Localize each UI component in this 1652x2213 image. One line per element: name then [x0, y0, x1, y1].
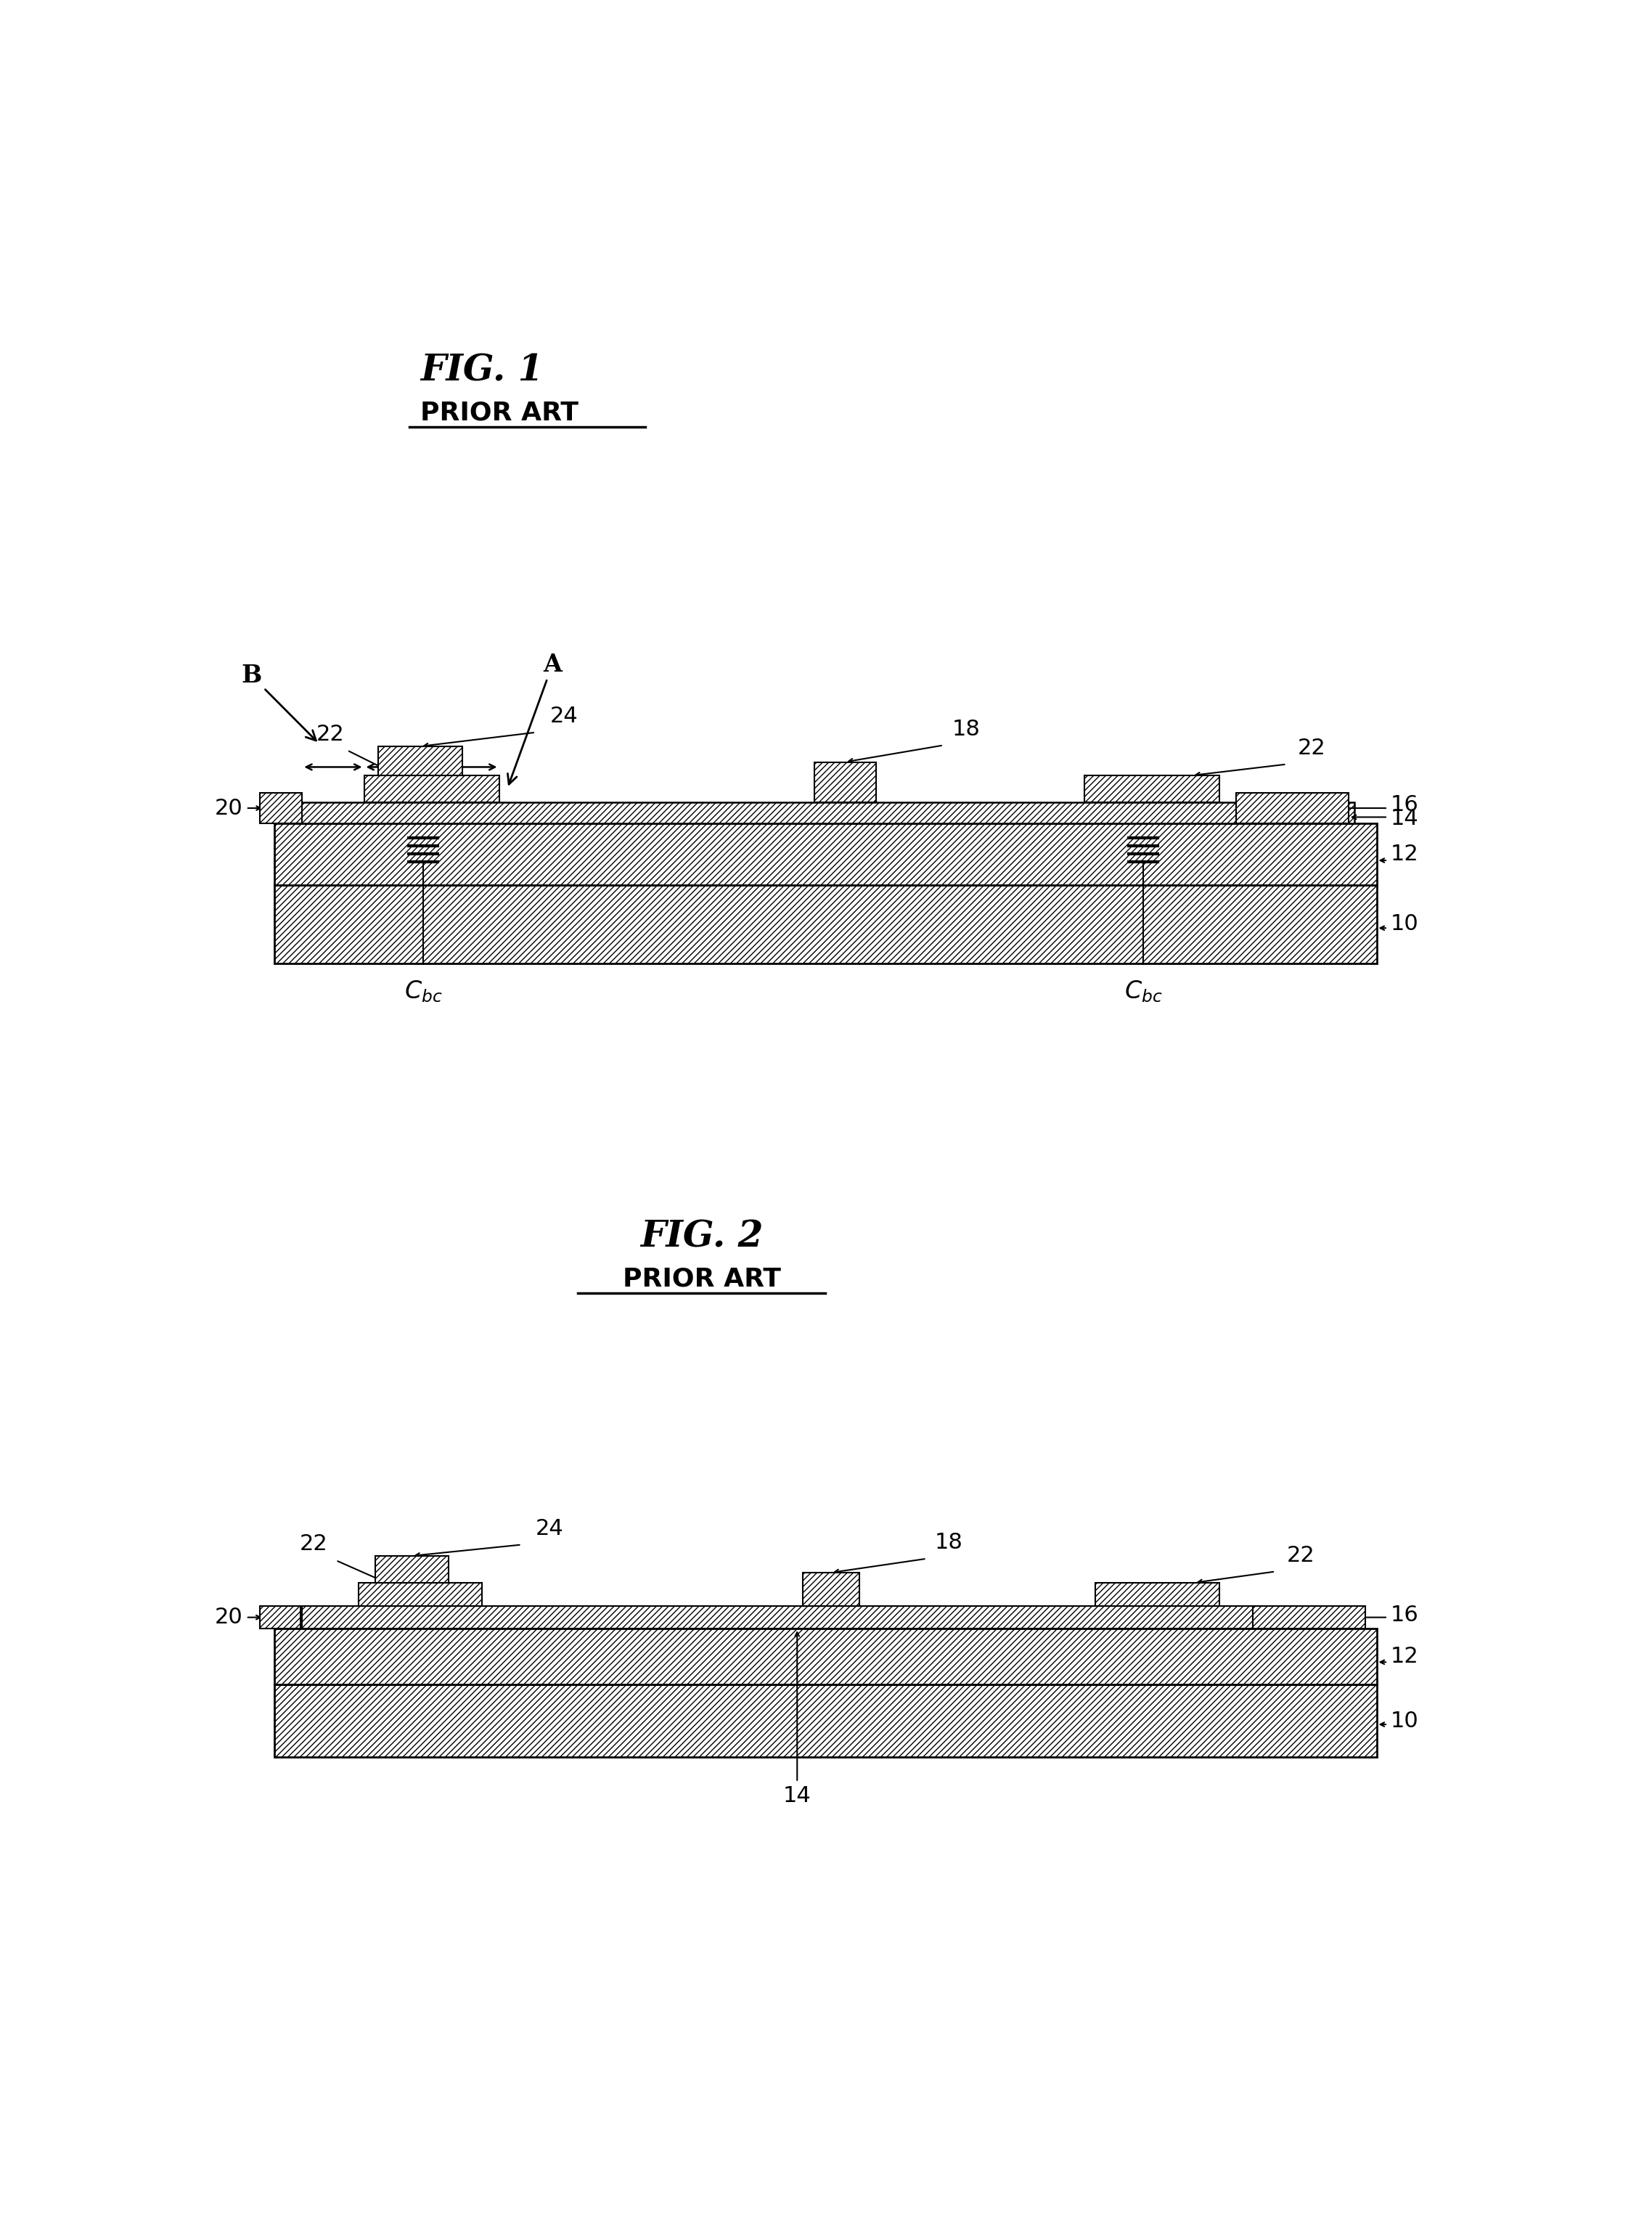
Text: A: A — [507, 653, 562, 783]
Bar — [274, 885, 1376, 963]
Text: 18: 18 — [935, 1531, 963, 1554]
Text: PRIOR ART: PRIOR ART — [623, 1266, 781, 1292]
Text: FIG. 1: FIG. 1 — [420, 352, 544, 389]
Bar — [274, 1684, 1376, 1757]
Text: 14: 14 — [783, 1786, 811, 1806]
Text: 22: 22 — [299, 1534, 327, 1556]
Text: $C_{bc}$: $C_{bc}$ — [405, 978, 443, 1005]
Text: 16: 16 — [1391, 794, 1419, 817]
Bar — [378, 746, 463, 775]
Text: 22: 22 — [316, 724, 344, 744]
Bar — [274, 1629, 1376, 1684]
Bar — [296, 803, 1355, 823]
Text: B: B — [241, 664, 316, 741]
Text: 16: 16 — [1391, 1604, 1419, 1627]
Text: 20: 20 — [215, 1607, 243, 1629]
Text: 24: 24 — [550, 706, 578, 726]
Bar — [259, 1607, 301, 1629]
Bar — [259, 792, 302, 823]
Bar — [363, 775, 499, 803]
Text: 22: 22 — [1287, 1545, 1315, 1567]
Bar — [1236, 792, 1348, 823]
Text: 24: 24 — [535, 1518, 563, 1538]
Text: FIG. 2: FIG. 2 — [639, 1219, 763, 1255]
Text: $C_{bc}$: $C_{bc}$ — [1123, 978, 1163, 1005]
Bar — [1084, 775, 1219, 803]
Text: 12: 12 — [1391, 1646, 1419, 1666]
Text: 10: 10 — [1391, 1711, 1419, 1731]
Bar — [375, 1556, 448, 1582]
Bar — [302, 1607, 1348, 1629]
Text: 14: 14 — [1391, 808, 1419, 830]
Text: 18: 18 — [952, 719, 980, 739]
Text: 12: 12 — [1391, 843, 1419, 865]
Bar — [814, 761, 876, 803]
Text: 10: 10 — [1391, 914, 1419, 934]
Text: PRIOR ART: PRIOR ART — [420, 401, 578, 425]
Text: 22: 22 — [1298, 737, 1327, 759]
Bar — [358, 1582, 482, 1607]
Bar — [1252, 1607, 1365, 1629]
Text: 20: 20 — [215, 797, 243, 819]
Bar — [803, 1573, 859, 1607]
Bar — [274, 823, 1376, 885]
Bar — [1095, 1582, 1219, 1607]
